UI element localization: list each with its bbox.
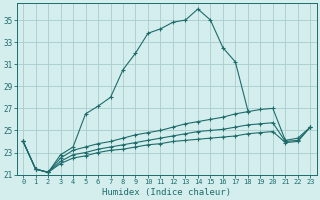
X-axis label: Humidex (Indice chaleur): Humidex (Indice chaleur) xyxy=(102,188,231,197)
